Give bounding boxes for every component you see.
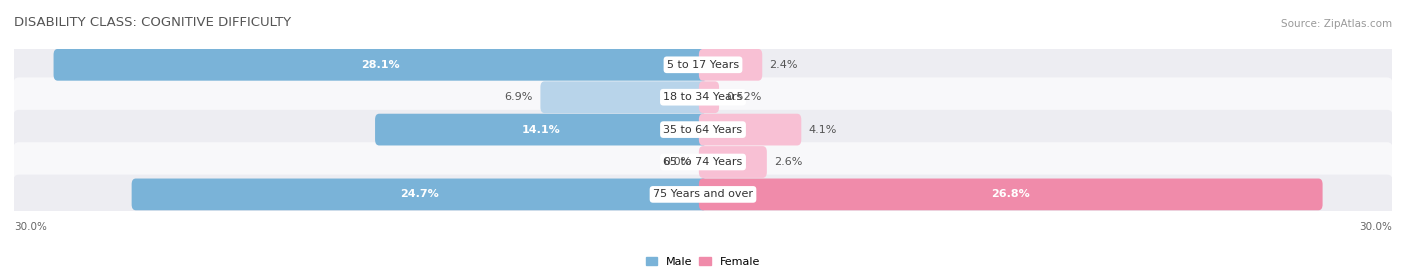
FancyBboxPatch shape bbox=[699, 114, 801, 146]
FancyBboxPatch shape bbox=[699, 178, 1323, 210]
FancyBboxPatch shape bbox=[13, 175, 1393, 214]
Text: 24.7%: 24.7% bbox=[401, 189, 439, 200]
Text: 75 Years and over: 75 Years and over bbox=[652, 189, 754, 200]
FancyBboxPatch shape bbox=[375, 114, 707, 146]
FancyBboxPatch shape bbox=[53, 49, 707, 81]
Text: 4.1%: 4.1% bbox=[808, 124, 837, 135]
FancyBboxPatch shape bbox=[540, 81, 707, 113]
Text: 14.1%: 14.1% bbox=[522, 124, 561, 135]
FancyBboxPatch shape bbox=[699, 146, 766, 178]
FancyBboxPatch shape bbox=[13, 110, 1393, 149]
FancyBboxPatch shape bbox=[699, 49, 762, 81]
FancyBboxPatch shape bbox=[13, 77, 1393, 117]
Text: 2.6%: 2.6% bbox=[775, 157, 803, 167]
FancyBboxPatch shape bbox=[13, 142, 1393, 182]
Text: 5 to 17 Years: 5 to 17 Years bbox=[666, 60, 740, 70]
FancyBboxPatch shape bbox=[13, 45, 1393, 85]
Text: 6.9%: 6.9% bbox=[505, 92, 533, 102]
Text: 26.8%: 26.8% bbox=[991, 189, 1031, 200]
Text: 35 to 64 Years: 35 to 64 Years bbox=[664, 124, 742, 135]
FancyBboxPatch shape bbox=[699, 81, 718, 113]
Legend: Male, Female: Male, Female bbox=[647, 256, 759, 266]
Text: 18 to 34 Years: 18 to 34 Years bbox=[664, 92, 742, 102]
Text: 30.0%: 30.0% bbox=[14, 222, 46, 232]
Text: DISABILITY CLASS: COGNITIVE DIFFICULTY: DISABILITY CLASS: COGNITIVE DIFFICULTY bbox=[14, 15, 291, 29]
Text: 65 to 74 Years: 65 to 74 Years bbox=[664, 157, 742, 167]
Text: 28.1%: 28.1% bbox=[361, 60, 399, 70]
Text: Source: ZipAtlas.com: Source: ZipAtlas.com bbox=[1281, 19, 1392, 29]
Text: 30.0%: 30.0% bbox=[1360, 222, 1392, 232]
Text: 0.0%: 0.0% bbox=[664, 157, 692, 167]
Text: 2.4%: 2.4% bbox=[769, 60, 799, 70]
Text: 0.52%: 0.52% bbox=[727, 92, 762, 102]
FancyBboxPatch shape bbox=[132, 178, 707, 210]
